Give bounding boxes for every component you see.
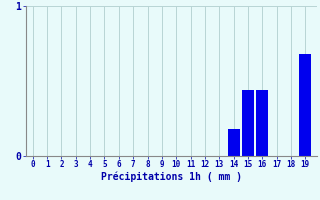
Bar: [299, 54, 311, 156]
Bar: [256, 90, 268, 156]
X-axis label: Précipitations 1h ( mm ): Précipitations 1h ( mm ): [101, 172, 242, 182]
Bar: [228, 129, 240, 156]
Bar: [242, 90, 254, 156]
